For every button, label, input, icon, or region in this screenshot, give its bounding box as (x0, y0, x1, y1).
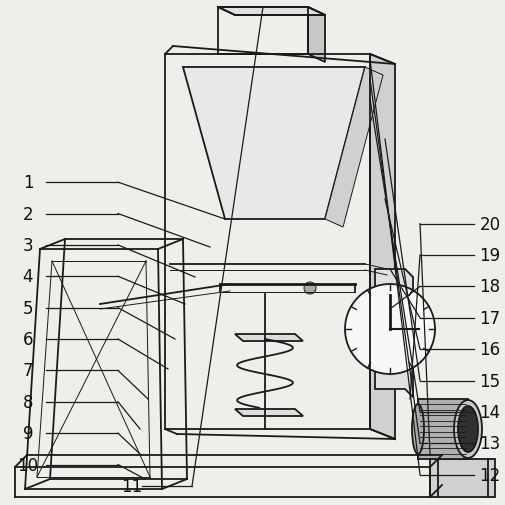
Text: 1: 1 (23, 174, 33, 192)
Ellipse shape (411, 404, 423, 454)
Text: 8: 8 (23, 393, 33, 411)
Text: 20: 20 (479, 215, 499, 233)
Ellipse shape (457, 406, 477, 452)
Circle shape (344, 284, 434, 374)
Text: 4: 4 (23, 268, 33, 286)
Polygon shape (369, 55, 394, 439)
Text: 6: 6 (23, 330, 33, 348)
Polygon shape (218, 8, 324, 16)
Text: 14: 14 (479, 403, 499, 421)
Text: 18: 18 (479, 278, 499, 296)
Text: 17: 17 (479, 309, 499, 327)
Ellipse shape (453, 400, 481, 458)
Polygon shape (308, 8, 324, 63)
Text: 13: 13 (478, 434, 499, 452)
Text: 10: 10 (17, 456, 38, 474)
Polygon shape (417, 399, 467, 459)
Polygon shape (429, 459, 494, 497)
Text: 12: 12 (478, 466, 499, 484)
Polygon shape (374, 270, 412, 397)
Text: 11: 11 (121, 477, 142, 495)
Polygon shape (183, 68, 364, 220)
Polygon shape (234, 334, 302, 341)
Polygon shape (324, 68, 382, 228)
Polygon shape (234, 409, 302, 416)
Text: 19: 19 (479, 246, 499, 265)
Text: 9: 9 (23, 424, 33, 442)
Text: 15: 15 (479, 372, 499, 390)
Text: 2: 2 (23, 205, 33, 223)
Text: 5: 5 (23, 299, 33, 317)
Text: 16: 16 (479, 340, 499, 359)
Text: 3: 3 (23, 236, 33, 255)
Text: 7: 7 (23, 362, 33, 380)
Circle shape (304, 282, 316, 294)
